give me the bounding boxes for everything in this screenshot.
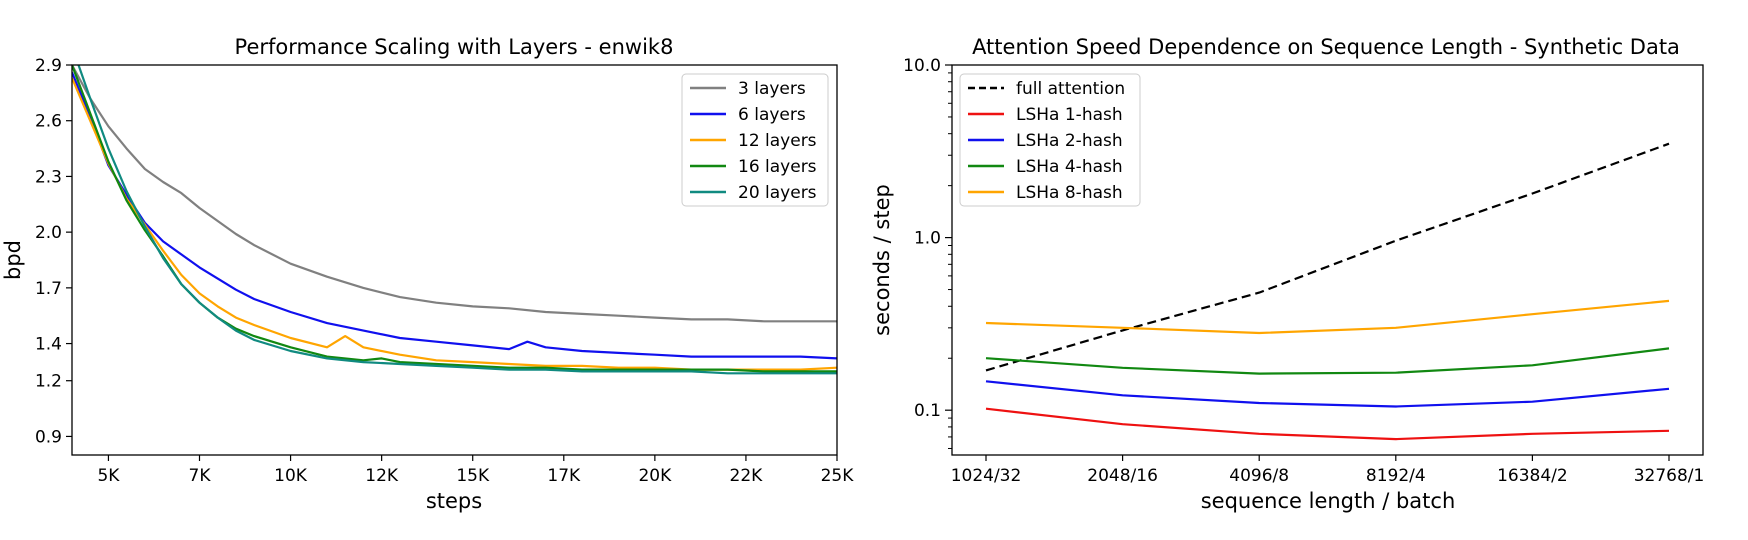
chart-performance-scaling: Performance Scaling with Layers - enwik8… xyxy=(1,35,854,513)
chart-title: Performance Scaling with Layers - enwik8 xyxy=(235,35,674,59)
x-axis-ticks: 1024/32 2048/16 4096/8 8192/4 16384/2 32768/1 xyxy=(951,455,1705,486)
legend: full attention LSHa 1-hash LSHa 2-hash LSHa… xyxy=(959,73,1141,207)
legend-label-12-layers: 12 layers xyxy=(738,131,817,151)
legend-label-lsha-8-hash: LSHa 8-hash xyxy=(1016,183,1123,203)
series-line-lsha-1-hash xyxy=(985,407,1670,441)
series-line-3-layers xyxy=(72,65,837,323)
y-tick-label: 1.7 xyxy=(35,279,62,299)
y-tick-label: 2.3 xyxy=(35,167,62,187)
series-line-lsha-4-hash xyxy=(985,347,1670,375)
legend-label-20-layers: 20 layers xyxy=(738,183,817,203)
y-tick-label: 2.9 xyxy=(35,56,62,76)
y-axis-label: seconds / step xyxy=(870,184,894,336)
legend-label-lsha-1-hash: LSHa 1-hash xyxy=(1016,105,1123,125)
y-axis-ticks: 0.1 1.0 10.0 xyxy=(903,56,952,449)
axes-frame xyxy=(71,64,838,456)
x-tick-label: 1024/32 xyxy=(951,466,1022,486)
series-line-full-attention xyxy=(985,142,1670,372)
x-axis-label: steps xyxy=(426,489,482,513)
axes-frame xyxy=(951,64,1704,456)
y-tick-label: 0.1 xyxy=(914,401,941,421)
series-line-6-layers xyxy=(72,71,837,360)
x-tick-label: 20K xyxy=(638,466,672,486)
y-tick-label: 1.4 xyxy=(35,335,62,355)
x-axis-ticks: 5K 7K 10K 12K 15K 17K 20K 22K 25K xyxy=(97,455,854,486)
plot-area xyxy=(985,142,1670,441)
y-tick-label: 1.0 xyxy=(914,229,941,249)
y-axis-ticks: 0.9 1.2 1.4 1.7 2.0 2.3 2.6 2.9 xyxy=(35,56,72,447)
y-tick-label: 10.0 xyxy=(903,56,941,76)
plot-area xyxy=(72,65,837,375)
legend-label-3-layers: 3 layers xyxy=(738,79,806,99)
x-tick-label: 2048/16 xyxy=(1087,466,1158,486)
legend-box xyxy=(681,73,829,207)
x-tick-label: 12K xyxy=(365,466,399,486)
x-tick-label: 16384/2 xyxy=(1497,466,1568,486)
x-tick-label: 7K xyxy=(189,466,212,486)
legend-label-lsha-2-hash: LSHa 2-hash xyxy=(1016,131,1123,151)
x-tick-label: 15K xyxy=(456,466,490,486)
x-tick-label: 4096/8 xyxy=(1229,466,1289,486)
chart-attention-speed: Attention Speed Dependence on Sequence L… xyxy=(870,35,1704,513)
y-axis-label: bpd xyxy=(1,240,25,280)
legend-label-16-layers: 16 layers xyxy=(738,157,817,177)
legend-label-6-layers: 6 layers xyxy=(738,105,806,125)
legend-box xyxy=(959,73,1141,207)
x-tick-label: 17K xyxy=(547,466,581,486)
x-tick-label: 8192/4 xyxy=(1366,466,1426,486)
legend: 3 layers 6 layers 12 layers 16 layers 20 lay… xyxy=(681,73,829,207)
series-line-lsha-2-hash xyxy=(985,380,1670,408)
x-tick-label: 22K xyxy=(730,466,764,486)
x-tick-label: 25K xyxy=(821,466,855,486)
x-axis-label: sequence length / batch xyxy=(1201,489,1456,513)
x-tick-label: 5K xyxy=(97,466,120,486)
legend-label-full-attention: full attention xyxy=(1016,79,1125,99)
series-line-lsha-8-hash xyxy=(985,299,1670,335)
series-line-20-layers xyxy=(77,65,837,375)
chart-title: Attention Speed Dependence on Sequence L… xyxy=(972,35,1680,59)
y-tick-label: 2.0 xyxy=(35,223,62,243)
legend-label-lsha-4-hash: LSHa 4-hash xyxy=(1016,157,1123,177)
y-tick-label: 0.9 xyxy=(35,427,62,447)
x-tick-label: 32768/1 xyxy=(1634,466,1705,486)
x-tick-label: 10K xyxy=(274,466,308,486)
y-tick-label: 2.6 xyxy=(35,112,62,132)
y-tick-label: 1.2 xyxy=(35,372,62,392)
